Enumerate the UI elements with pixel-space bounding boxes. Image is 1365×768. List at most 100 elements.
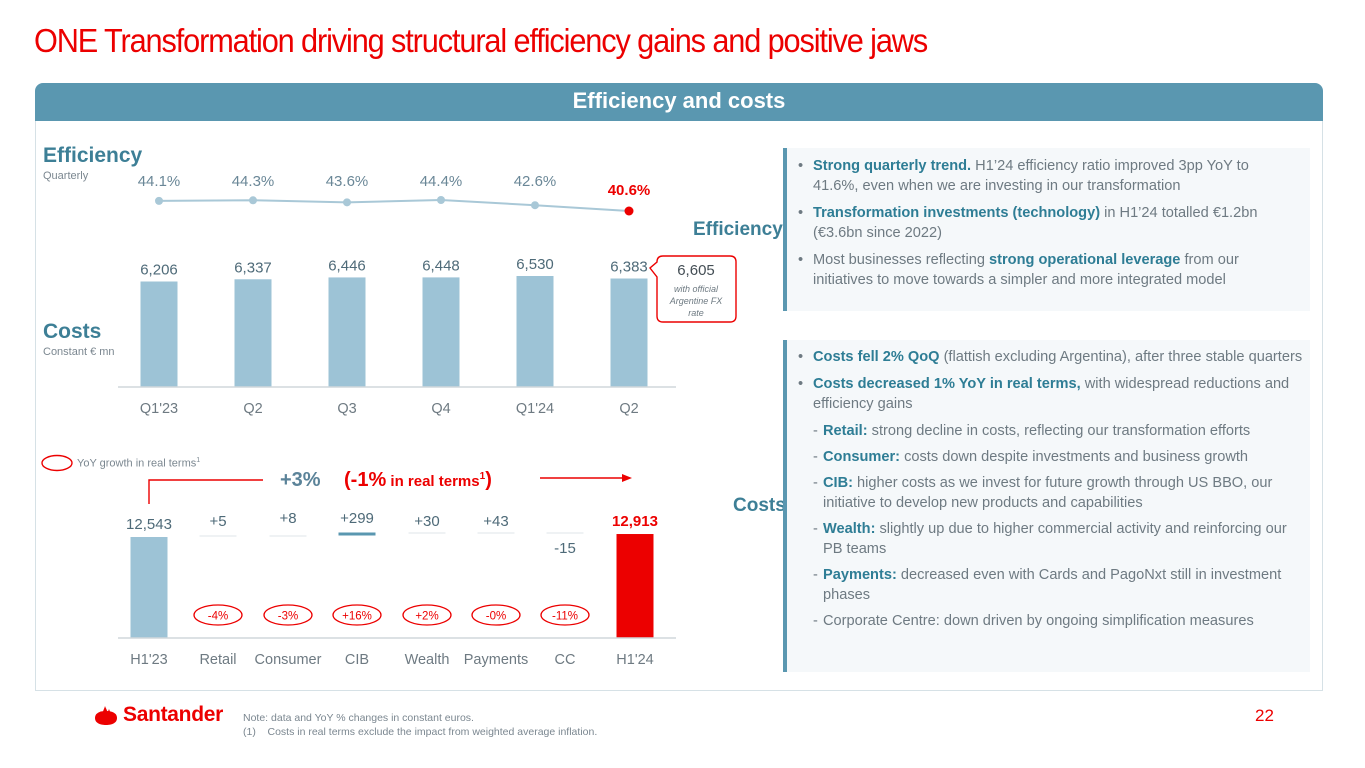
costs-bullet-list: Costs fell 2% QoQ (flattish excluding Ar… — [787, 347, 1304, 414]
bullet-text: in H1’24 totalled €1.2bn (€3.6bn since 2… — [813, 205, 1258, 241]
x-tick-label: Q3 — [337, 401, 356, 417]
page-number: 22 — [1255, 706, 1274, 725]
delta-bar — [199, 535, 237, 537]
bullet-text: Most businesses reflecting — [813, 252, 990, 268]
subitem-highlight: Wealth: — [823, 521, 876, 537]
bullet-text: (flattish excluding Argentina), after th… — [939, 349, 1303, 365]
callout-note-line1: with official — [674, 284, 719, 294]
yoy-growth-ellipse — [540, 604, 590, 626]
costs-subitem: - Payments: decreased even with Cards and… — [787, 565, 1304, 605]
dash-marker: - — [813, 449, 818, 465]
h123-total-bar — [130, 537, 168, 638]
subitem-highlight: Payments: — [823, 567, 897, 583]
efficiency-side-label: Efficiency — [693, 219, 783, 240]
bullet-highlight: Costs fell 2% QoQ — [813, 349, 940, 365]
cost-bar — [234, 279, 272, 387]
delta-label: -15 — [554, 540, 576, 557]
delta-label: +8 — [279, 510, 296, 527]
x-tick-label: Retail — [199, 652, 236, 668]
santander-flame-icon — [95, 706, 117, 725]
x-tick-label: Q2 — [243, 401, 262, 417]
bullet-highlight: Transformation investments (technology) — [813, 205, 1101, 221]
bullet-highlight: Strong quarterly trend. — [813, 158, 972, 174]
x-tick-label: H1'23 — [130, 652, 167, 668]
dash-marker: - — [813, 521, 818, 537]
efficiency-label: 40.6% — [608, 182, 651, 199]
yoy-growth-ellipse — [263, 604, 313, 626]
growth-real-close: ) — [485, 469, 492, 491]
callout-box — [649, 255, 737, 323]
yoy-growth-label: +16% — [342, 611, 372, 623]
efficiency-label: 44.4% — [420, 173, 463, 190]
costs-side-label: Costs — [733, 495, 786, 516]
bullet-text: from our initiatives to move towards a s… — [813, 252, 1239, 288]
cost-bar-label: 6,206 — [140, 262, 178, 279]
santander-logo: Santander — [93, 703, 223, 727]
yoy-growth-label: -0% — [486, 611, 506, 623]
efficiency-point — [155, 196, 163, 205]
section-header-title: Efficiency and costs — [572, 88, 786, 113]
delta-bar — [408, 532, 446, 534]
subitem-text: Corporate Centre: down driven by ongoing… — [823, 613, 1254, 629]
x-tick-label: Consumer — [255, 652, 322, 668]
costs-commentary-panel: Costs fell 2% QoQ (flattish excluding Ar… — [783, 340, 1310, 672]
yoy-growth-label: -4% — [208, 611, 228, 623]
efficiency-bullet-list: Strong quarterly trend. H1’24 efficiency… — [787, 156, 1296, 290]
section-header: Efficiency and costs — [35, 83, 1323, 121]
subitem-text: Consumer: costs down despite investments… — [823, 449, 1249, 465]
efficiency-point — [531, 201, 539, 210]
cost-bridge-chart: +3% (-1% in real terms1) 12,543 +5 -4% +8 -3… — [118, 469, 676, 668]
commentary-bullet: Strong quarterly trend. H1’24 efficiency… — [787, 156, 1296, 196]
dash-marker: - — [813, 423, 818, 439]
subitem-text: Payments: decreased even with Cards and … — [823, 567, 1282, 603]
x-tick-label: H1'24 — [616, 652, 653, 668]
cost-bar — [140, 281, 178, 387]
efficiency-commentary-panel: Strong quarterly trend. H1’24 efficiency… — [783, 148, 1310, 311]
cost-bar-label: 6,448 — [422, 257, 460, 274]
costs-subitem: - Retail: strong decline in costs, reflec… — [787, 421, 1304, 441]
footnote-line-1: Note: data and YoY % changes in constant… — [243, 712, 474, 724]
bullet-highlight: Costs decreased 1% YoY in real terms, — [813, 376, 1081, 392]
yoy-growth-ellipse — [471, 604, 521, 626]
efficiency-subtitle: Quarterly — [43, 170, 89, 182]
bullet-text: with widespread reductions and efficienc… — [813, 376, 1290, 412]
subitem-highlight: CIB: — [823, 475, 853, 491]
delta-label: +43 — [483, 513, 508, 530]
page-title: ONE Transformation driving structural ef… — [34, 22, 928, 59]
efficiency-point — [624, 206, 634, 216]
efficiency-point — [343, 198, 351, 207]
yoy-legend-label: YoY growth in real terms1 — [77, 457, 200, 470]
efficiency-label: 42.6% — [514, 173, 557, 190]
subitem-text: CIB: higher costs as we invest for futur… — [823, 475, 1273, 511]
cost-bar-label: 6,383 — [610, 258, 648, 275]
costs-subitem: - CIB: higher costs as we invest for futu… — [787, 473, 1304, 513]
cost-bar-label: 6,337 — [234, 259, 272, 276]
efficiency-label: 44.1% — [138, 173, 181, 190]
h124-total-bar — [616, 534, 654, 638]
yoy-growth-ellipse — [332, 604, 382, 626]
commentary-bullet: Most businesses reflecting strong operat… — [787, 250, 1296, 290]
commentary-bullet: Costs fell 2% QoQ (flattish excluding Ar… — [787, 347, 1304, 367]
legend-footnote: 1 — [196, 457, 201, 464]
costs-x-ticks: Q1'23 Q2 Q3 Q4 Q1'24 Q2 — [140, 401, 639, 417]
legend-text: YoY growth in real terms — [77, 457, 197, 470]
growth-real-label: (-1% in real terms1) — [344, 469, 492, 491]
x-tick-label: Q1'24 — [516, 401, 554, 417]
costs-bar-series: 6,206 6,337 6,446 6,448 6,530 6,383 — [140, 256, 648, 387]
costs-subitem: - Wealth: slightly up due to higher comme… — [787, 519, 1304, 559]
delta-bar — [269, 535, 307, 537]
efficiency-label: 43.6% — [326, 173, 369, 190]
total-label: 12,543 — [126, 516, 172, 533]
yoy-legend-ellipse-icon — [41, 454, 73, 472]
waterfall-series: 12,543 +5 -4% +8 -3% +299 +16% +30 +2% +43 -0% -15 -… — [126, 510, 658, 638]
footnote: Note: data and YoY % changes in constant… — [243, 711, 597, 739]
bridge-bracket-line — [148, 479, 263, 504]
commentary-bullet: Transformation investments (technology) … — [787, 203, 1296, 243]
yoy-growth-ellipse — [402, 604, 452, 626]
costs-title: Costs — [43, 320, 102, 343]
delta-bar — [338, 532, 376, 536]
cost-bar — [422, 277, 460, 387]
argentine-fx-callout: 6,605 with official Argentine FX rate — [649, 255, 737, 323]
growth-total-label: +3% — [280, 469, 321, 491]
costs-subitem-list: - Retail: strong decline in costs, reflec… — [787, 421, 1304, 631]
